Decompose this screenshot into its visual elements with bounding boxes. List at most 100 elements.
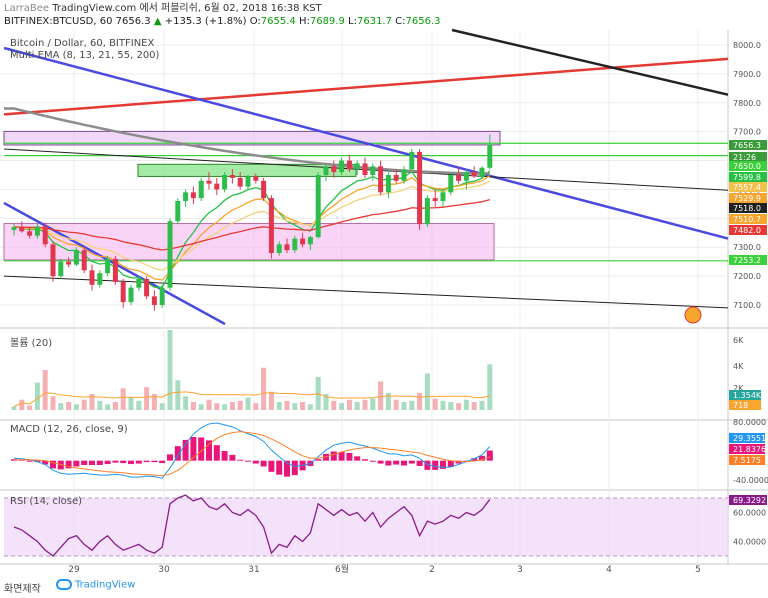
- macd-histogram-bar: [369, 460, 376, 462]
- candle-body: [97, 273, 103, 285]
- macd-histogram-bar: [229, 454, 236, 461]
- volume-bar: [73, 404, 79, 410]
- macd-last-text: 29.3551: [733, 434, 766, 443]
- price-label-text: 7253.2: [733, 256, 761, 265]
- candle-body: [393, 175, 399, 181]
- candle-body: [214, 183, 220, 190]
- macd-histogram-bar: [416, 460, 423, 466]
- candle-body: [183, 192, 189, 201]
- macd-histogram-bar: [96, 460, 103, 466]
- candle-body: [487, 144, 493, 168]
- macd-histogram-bar: [479, 455, 485, 461]
- macd-histogram-bar: [276, 460, 283, 475]
- volume-bar: [222, 404, 228, 410]
- candle-body: [432, 198, 438, 201]
- rsi-band: [4, 498, 728, 556]
- volume-bar: [206, 399, 212, 410]
- volume-bar: [175, 380, 181, 410]
- x-tick-label: 3: [517, 565, 523, 575]
- macd-histogram-bar: [237, 459, 244, 461]
- price-label-text: 7650.0: [733, 162, 761, 171]
- volume-bar: [487, 364, 493, 410]
- volume-bar: [401, 402, 407, 410]
- y-tick-label: 8000.0: [733, 41, 761, 50]
- volume-bar: [159, 403, 165, 410]
- candle-body: [105, 258, 111, 274]
- macd-last-text: 7.5175: [733, 456, 761, 465]
- candle-body: [409, 151, 415, 170]
- candle-body: [323, 166, 329, 175]
- volume-bar: [370, 398, 376, 410]
- volume-bar: [261, 367, 267, 410]
- candle-body: [175, 201, 181, 222]
- volume-bar: [167, 330, 173, 410]
- macd-histogram-bar: [393, 460, 400, 465]
- candle-body: [362, 163, 368, 175]
- author-name[interactable]: LarraBee: [4, 3, 50, 14]
- candle-body: [50, 244, 56, 277]
- volume-bar: [81, 399, 87, 410]
- black-trendline-upper: [451, 28, 729, 96]
- candle-body: [307, 237, 313, 245]
- volume-bar: [385, 392, 391, 410]
- candle-body: [401, 169, 407, 181]
- macd-histogram-bar: [42, 460, 49, 465]
- macd-histogram-bar: [81, 460, 88, 466]
- low-value: 7631.7: [356, 16, 392, 27]
- volume-bar: [89, 394, 95, 410]
- macd-histogram-bar: [401, 460, 407, 466]
- macd-last-box: [729, 444, 765, 454]
- candle-body: [245, 176, 251, 187]
- y-tick-label: 7200.0: [733, 272, 761, 281]
- volume-bar: [50, 396, 56, 410]
- close-label: C:: [395, 16, 406, 27]
- candle-body: [144, 279, 150, 297]
- volume-last-box: [729, 400, 761, 410]
- price-label-text: 7482.0: [733, 226, 761, 235]
- volume-bar: [463, 399, 469, 410]
- volume-tick-label: 2K: [733, 384, 744, 393]
- macd-histogram-bar: [408, 460, 415, 464]
- y-tick-label: 7900.0: [733, 70, 761, 79]
- volume-bar: [58, 403, 64, 410]
- volume-bar: [331, 400, 337, 410]
- rsi-tick-label: 40.0000: [733, 538, 766, 547]
- green-zone: [137, 163, 357, 177]
- macd-last-box: [729, 455, 765, 465]
- volume-bar: [409, 400, 415, 410]
- macd-histogram-bar: [65, 460, 72, 469]
- open-value: 7655.4: [260, 16, 296, 27]
- candle-body: [190, 192, 196, 199]
- candle-body: [354, 163, 360, 170]
- y-tick-label: 7100.0: [733, 301, 761, 310]
- price-label-box: [729, 193, 767, 203]
- candle-body: [253, 176, 259, 181]
- candle-body: [284, 244, 290, 251]
- x-tick-label: 31: [248, 565, 259, 575]
- volume-bar: [112, 402, 118, 410]
- candle-body: [73, 250, 79, 265]
- volume-bar: [354, 402, 360, 410]
- candle-body: [112, 258, 118, 282]
- tradingview-logo[interactable]: TradingView: [56, 579, 135, 591]
- volume-bar: [19, 399, 25, 410]
- candle-body: [292, 238, 298, 251]
- candle-body: [128, 287, 134, 303]
- macd-histogram-bar: [338, 451, 345, 461]
- high-label: H:: [298, 16, 310, 27]
- ema-8-line: [13, 170, 491, 288]
- macd-histogram-bar: [112, 460, 119, 463]
- ema-title: Multi EMA (8, 13, 21, 55, 200): [10, 50, 160, 61]
- candle-body: [11, 227, 17, 230]
- x-tick-label: 30: [158, 565, 170, 575]
- price-label-box: [729, 182, 767, 192]
- volume-bar: [97, 400, 103, 410]
- brand-text: TradingView: [75, 579, 136, 591]
- x-tick-label: 6월: [335, 563, 349, 575]
- macd-histogram-bar: [104, 460, 111, 465]
- volume-bar: [136, 400, 142, 410]
- price-label-text: 7510.7: [733, 215, 761, 224]
- volume-bar: [229, 402, 235, 410]
